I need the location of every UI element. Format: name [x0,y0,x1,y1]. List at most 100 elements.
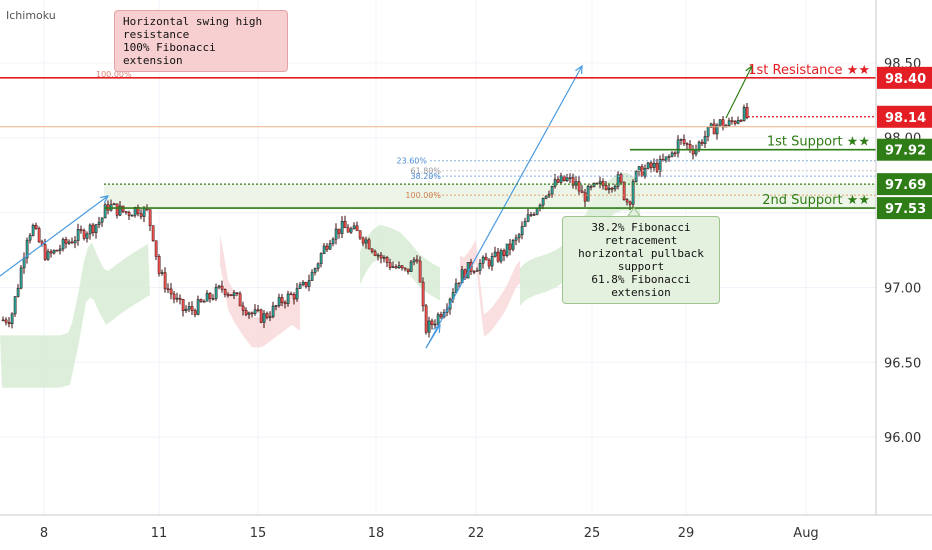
trend-arrow-3 [425,323,441,349]
candle-body-bear [601,181,605,186]
candle [310,269,314,281]
candle [526,208,530,223]
candle-body-bear [430,320,434,325]
candle-body-bear [169,288,173,295]
candle-body-bear [406,268,410,272]
candle [739,118,743,123]
candle [319,252,323,268]
candle-body-bear [127,212,131,216]
candle-body-bull [340,220,344,234]
candle [601,178,605,190]
candle [391,261,395,269]
candle [673,151,677,157]
candle [523,217,527,227]
candle [388,258,392,271]
candle-body-bull [58,248,62,251]
candle [514,234,518,246]
candle-body-bull [85,233,89,239]
candle [586,184,590,202]
candle-body-bull [97,221,101,225]
candle-body-bull [517,234,521,239]
candle [235,292,239,297]
candle [97,216,101,229]
candle-body-bear [172,293,176,300]
candle-body-bear [418,260,422,283]
candle-body-bull [298,284,302,289]
price-tag-label-5: 97.53 [885,202,926,217]
support-annotation-line-2: horizontal pullback support [578,247,704,273]
candle-body-bear [55,249,59,252]
candle [556,175,560,184]
support-zone [104,184,876,209]
candle-body-bull [28,235,32,241]
candle-body-bull [103,204,107,219]
candle [532,212,536,216]
candle-body-bear [439,314,443,318]
candle-body-bear [508,243,512,250]
candle [115,203,119,219]
fib-label-left-100: 100.00% [96,70,132,79]
candle-body-bull [607,187,611,190]
ichimoku-cloud-red [460,239,520,337]
candle [433,319,437,329]
candle [529,211,533,217]
time-tick-label: Aug [793,526,818,541]
candle [715,123,719,140]
candle [286,290,290,307]
candle [64,236,68,249]
candle-body-bull [427,320,431,333]
candle [91,222,95,237]
candle [88,223,92,240]
candle [352,222,356,230]
candle [421,277,425,312]
candle [364,236,368,249]
candle-body-bear [682,139,686,144]
price-tick-label: 96.00 [884,431,921,446]
candle-body-bull [268,316,272,318]
candle [283,300,287,309]
candle [646,161,650,170]
price-axis-panel[interactable] [876,0,932,550]
candle [70,237,74,244]
support-annotation: 38.2% Fibonacci retracement horizontal p… [562,216,720,304]
candle-body-bull [727,120,731,126]
candle-body-bear [367,239,371,250]
candle [166,283,170,294]
candle-body-bull [262,313,266,323]
candle [58,244,62,255]
candle [619,172,623,184]
candle-body-bull [670,152,674,157]
candle-body-bear [259,309,263,323]
candle-body-bull [478,262,482,271]
candle-body-bull [646,162,650,169]
candle [232,289,236,300]
candle-body-bull [409,261,413,272]
candle-body-bull [637,166,641,172]
candle [127,210,131,221]
candle-body-bull [319,253,323,265]
candle [16,284,20,298]
candle [439,311,443,320]
candle [256,304,260,313]
candle-body-bear [379,254,383,259]
candle [517,233,521,243]
candle [337,228,341,239]
resistance-1-label: 1st Resistance ★★ [748,63,870,78]
candle-body-bear [70,241,74,244]
candle [295,282,299,302]
ichimoku-cloud-green [0,242,150,388]
candle [67,239,71,245]
candle-body-bull [214,286,218,299]
candle-body-bull [541,198,545,206]
candle-body-bull [433,323,437,326]
candle-body-bear [712,123,716,135]
candle [220,280,224,293]
candle [247,311,251,319]
candle [196,295,200,316]
candle-body-bear [370,248,374,252]
candle [415,255,419,264]
candle-body-bear [400,265,404,269]
candle [604,181,608,191]
candle [541,197,545,210]
